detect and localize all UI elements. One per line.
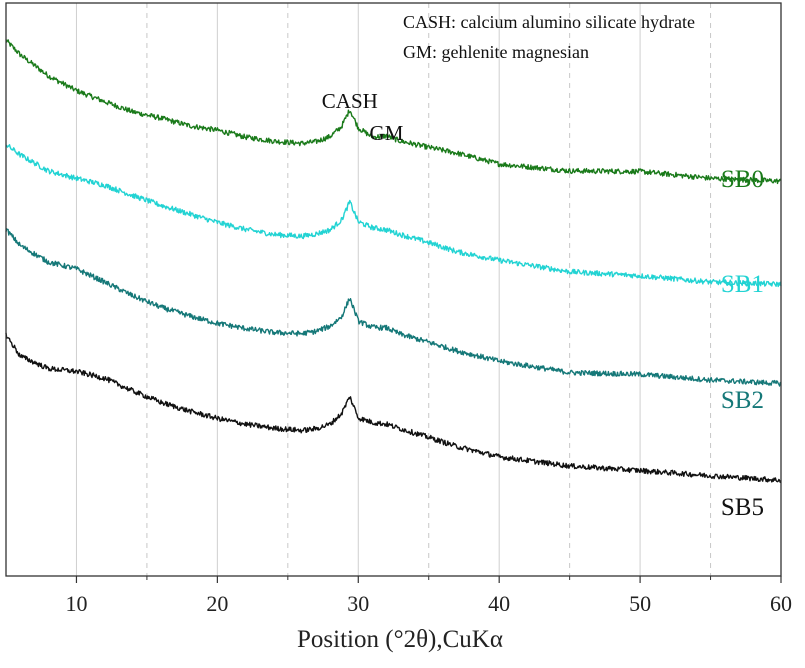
series-line-sb0 [5,39,782,185]
x-axis: 10 20 30 40 50 60 [65,576,792,616]
series-line-sb5 [5,332,782,484]
x-tick-label-10: 10 [65,591,87,616]
annotation-cash: CASH [322,89,378,113]
annotation-gm: GM [370,121,404,145]
x-tick-label-60: 60 [770,591,792,616]
legend-note-gm: GM: gehlenite magnesian [403,42,589,62]
plot-frame [5,2,782,577]
grid-lines [75,3,712,576]
x-tick-label-20: 20 [206,591,228,616]
legend-note-cash: CASH: calcium alumino silicate hydrate [403,12,695,32]
x-axis-title: Position (°2θ),CuKα [297,626,503,653]
series-label-sb0: SB0 [721,166,764,193]
series-line-sb1 [5,144,782,288]
series-label-sb1: SB1 [721,271,764,298]
x-tick-label-40: 40 [488,591,510,616]
x-tick-label-50: 50 [629,591,651,616]
series-label-sb5: SB5 [721,494,764,521]
series-line-sb2 [5,228,781,387]
series-layer: SB0 SB1 SB2 SB5 [5,39,782,521]
series-label-sb2: SB2 [721,387,764,414]
x-tick-label-30: 30 [347,591,369,616]
